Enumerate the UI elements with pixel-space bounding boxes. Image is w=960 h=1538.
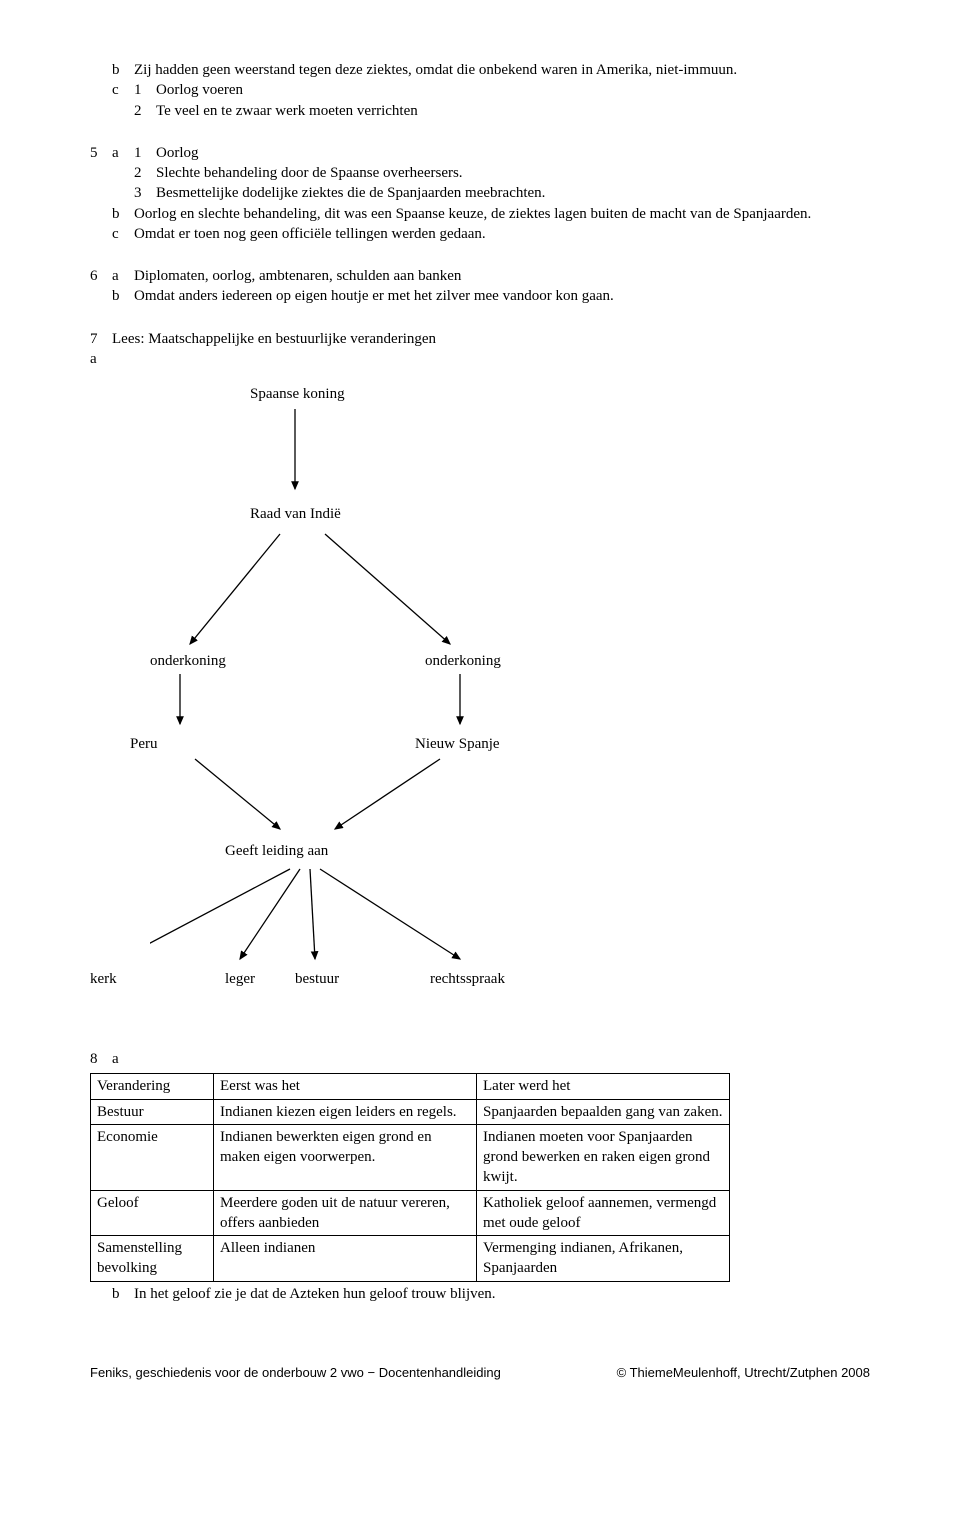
table-row: Verandering Eerst was het Later werd het	[91, 1074, 730, 1099]
text-8b: In het geloof zie je dat de Azteken hun …	[134, 1284, 870, 1304]
answer-5a2: 2 Slechte behandeling door de Spaanse ov…	[90, 163, 870, 183]
marker-a: a	[112, 143, 134, 163]
answer-5a3: 3 Besmettelijke dodelijke ziektes die de…	[90, 183, 870, 203]
table-cell: Katholiek geloof aannemen, vermengd met …	[477, 1190, 730, 1236]
marker-3: 3	[134, 183, 156, 203]
table-row: Economie Indianen bewerkten eigen grond …	[91, 1124, 730, 1190]
text-6b: Omdat anders iedereen op eigen houtje er…	[134, 286, 870, 306]
table-cell: Spanjaarden bepaalden gang van zaken.	[477, 1099, 730, 1124]
marker-1: 1	[134, 143, 156, 163]
table-cell: Bestuur	[91, 1099, 214, 1124]
marker-2: 2	[134, 163, 156, 183]
node-kerk: kerk	[90, 969, 117, 989]
node-onderkoning-1: onderkoning	[150, 651, 226, 671]
text-4c2: Te veel en te zwaar werk moeten verricht…	[156, 101, 870, 121]
table-row: Samenstelling bevolking Alleen indianen …	[91, 1236, 730, 1282]
table-row: Geloof Meerdere goden uit de natuur vere…	[91, 1190, 730, 1236]
marker-c: c	[112, 80, 134, 100]
answer-4c1: c 1 Oorlog voeren	[90, 80, 870, 100]
node-peru: Peru	[130, 734, 158, 754]
marker-6: 6	[90, 266, 112, 286]
table-cell: Meerdere goden uit de natuur vereren, of…	[214, 1190, 477, 1236]
marker-b: b	[112, 1284, 134, 1304]
table-cell: Vermenging indianen, Afrikanen, Spanjaar…	[477, 1236, 730, 1282]
marker-2: 2	[134, 101, 156, 121]
marker-1: 1	[134, 80, 156, 100]
answer-6a: 6 a Diplomaten, oorlog, ambtenaren, schu…	[90, 266, 870, 286]
text-4b: Zij hadden geen weerstand tegen deze zie…	[134, 60, 870, 80]
text-4c1: Oorlog voeren	[156, 80, 870, 100]
text-5b: Oorlog en slechte behandeling, dit was e…	[134, 204, 870, 224]
table-cell: Later werd het	[477, 1074, 730, 1099]
text-5a2: Slechte behandeling door de Spaanse over…	[156, 163, 870, 183]
table-cell: Eerst was het	[214, 1074, 477, 1099]
table-cell: Samenstelling bevolking	[91, 1236, 214, 1282]
text-5a3: Besmettelijke dodelijke ziektes die de S…	[156, 183, 870, 203]
answer-5c: c Omdat er toen nog geen officiële telli…	[90, 224, 870, 244]
marker-c: c	[112, 224, 134, 244]
answer-7: 7 Lees: Maatschappelijke en bestuurlijke…	[90, 329, 870, 349]
text-7: Lees: Maatschappelijke en bestuurlijke v…	[112, 329, 870, 349]
marker-a: a	[90, 349, 112, 369]
text-6a: Diplomaten, oorlog, ambtenaren, schulden…	[134, 266, 870, 286]
node-spaanse-koning: Spaanse koning	[250, 384, 345, 404]
node-rechtsspraak: rechtsspraak	[430, 969, 505, 989]
answer-8a: 8 a	[90, 1049, 870, 1069]
node-leger: leger	[225, 969, 255, 989]
table-row: Bestuur Indianen kiezen eigen leiders en…	[91, 1099, 730, 1124]
diagram-arrows	[150, 369, 750, 1049]
table-cell: Alleen indianen	[214, 1236, 477, 1282]
node-geeft-leiding: Geeft leiding aan	[225, 841, 328, 861]
marker-a: a	[112, 1049, 134, 1069]
text-5c: Omdat er toen nog geen officiële telling…	[134, 224, 870, 244]
table-cell: Indianen bewerkten eigen grond en maken …	[214, 1124, 477, 1190]
answer-5b: b Oorlog en slechte behandeling, dit was…	[90, 204, 870, 224]
answer-4b: b Zij hadden geen weerstand tegen deze z…	[90, 60, 870, 80]
hierarchy-diagram: Spaanse koning Raad van Indië onderkonin…	[150, 369, 750, 1049]
answer-7a-marker: a	[90, 349, 870, 369]
answer-5a1: 5 a 1 Oorlog	[90, 143, 870, 163]
node-raad-van-indie: Raad van Indië	[250, 504, 341, 524]
changes-table: Verandering Eerst was het Later werd het…	[90, 1073, 730, 1281]
table-cell: Geloof	[91, 1190, 214, 1236]
marker-b: b	[112, 286, 134, 306]
answer-4c2: 2 Te veel en te zwaar werk moeten verric…	[90, 101, 870, 121]
table-cell: Verandering	[91, 1074, 214, 1099]
node-onderkoning-2: onderkoning	[425, 651, 501, 671]
footer-left: Feniks, geschiedenis voor de onderbouw 2…	[90, 1364, 501, 1382]
table-cell: Indianen kiezen eigen leiders en regels.	[214, 1099, 477, 1124]
node-bestuur: bestuur	[295, 969, 339, 989]
marker-b: b	[112, 60, 134, 80]
page-footer: Feniks, geschiedenis voor de onderbouw 2…	[90, 1364, 870, 1382]
marker-a: a	[112, 266, 134, 286]
marker-5: 5	[90, 143, 112, 163]
answer-8b: b In het geloof zie je dat de Azteken hu…	[90, 1284, 870, 1304]
marker-b: b	[112, 204, 134, 224]
footer-right: © ThiemeMeulenhoff, Utrecht/Zutphen 2008	[617, 1364, 870, 1382]
marker-7: 7	[90, 329, 112, 349]
marker-8: 8	[90, 1049, 112, 1069]
table-cell: Indianen moeten voor Spanjaarden grond b…	[477, 1124, 730, 1190]
table-cell: Economie	[91, 1124, 214, 1190]
answer-6b: b Omdat anders iedereen op eigen houtje …	[90, 286, 870, 306]
text-5a1: Oorlog	[156, 143, 870, 163]
node-nieuw-spanje: Nieuw Spanje	[415, 734, 500, 754]
